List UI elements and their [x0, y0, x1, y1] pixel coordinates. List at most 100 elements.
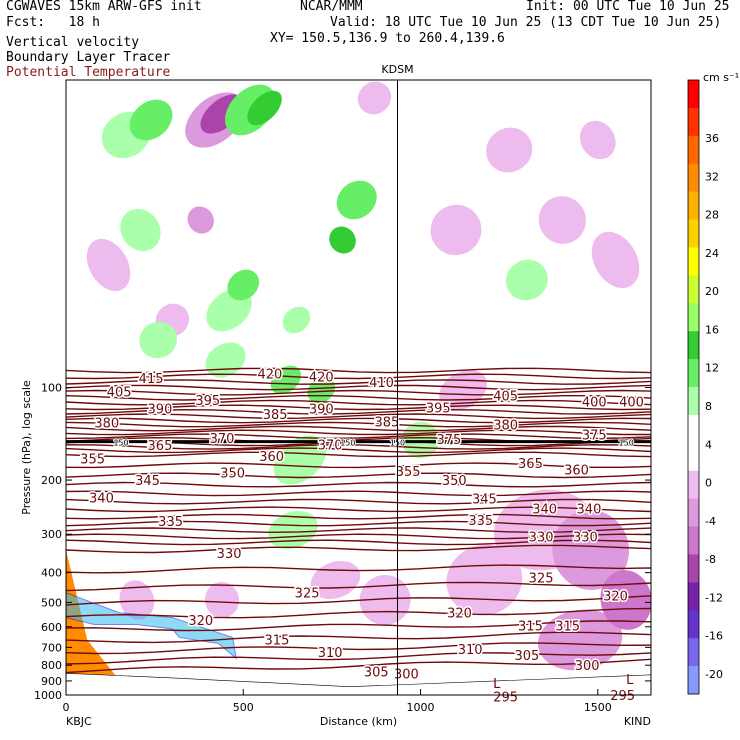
vertical-velocity-blob: [139, 321, 178, 359]
y-tick-label: 600: [41, 621, 62, 634]
model-name: CGWAVES 15km ARW-GFS init: [6, 0, 202, 14]
field-boundary-layer-tracer: Boundary Layer Tracer: [6, 50, 171, 65]
low-marker: L: [493, 677, 501, 692]
theta-contour-line: [66, 481, 651, 488]
colorbar-swatch: [688, 107, 699, 137]
colorbar-label: 36: [705, 132, 719, 145]
theta-contour-line: [66, 564, 651, 574]
y-tick-label: 300: [41, 528, 62, 541]
colorbar-frame: [687, 79, 700, 695]
x-tick-label: 500: [233, 701, 254, 714]
theta-contour-labels: 420 415 420 410 405 395 405 400 400 390 385 390 395 3…: [79, 366, 646, 707]
theta-contour-line: [66, 533, 651, 540]
colorbar-swatch: [688, 163, 699, 193]
vertical-velocity-blob: [270, 365, 301, 395]
theta-contour-label: 405: [493, 389, 518, 404]
colorbar-swatch: [688, 135, 699, 165]
theta-contour-line: [66, 544, 651, 554]
colorbar-swatch: [688, 359, 699, 388]
x-tick-label: 1500: [584, 701, 612, 714]
theta-contour-line: [66, 631, 651, 644]
theta-contour-label: 380: [94, 417, 119, 432]
colorbar-swatch: [688, 219, 699, 248]
theta-contour-line: [66, 607, 651, 619]
theta-contour-label: 375: [582, 428, 607, 443]
theta-contour-label: 295: [493, 690, 518, 705]
model-info: CGWAVES 15km ARW-GFS init Fcst: 18 h: [6, 0, 202, 31]
y-tick-label: 100: [41, 382, 62, 395]
vertical-velocity-blob: [268, 510, 318, 550]
theta-contour-label: 360: [564, 464, 589, 479]
y-tick-label: 1000: [34, 689, 62, 702]
theta-contour-label: 395: [426, 401, 451, 416]
theta-contour-label: 320: [188, 614, 213, 629]
theta-contour-label: 340: [89, 492, 114, 507]
x-axis-label: Distance (km): [320, 715, 397, 728]
init-time: Init: 00 UTC Tue 10 Jun 25: [526, 0, 730, 14]
vertical-velocity-blob: [129, 99, 173, 141]
x-tick-label: 1000: [407, 701, 435, 714]
y-tick-label: 800: [41, 659, 62, 672]
boundary-layer-edge: [66, 592, 237, 660]
colorbar-unit: cm s⁻¹: [703, 71, 739, 84]
theta-contour-label: 370: [210, 432, 235, 447]
theta-contour-line: [66, 367, 651, 374]
theta-contour-line: [66, 520, 651, 527]
theta-contour-line: [66, 408, 651, 415]
vertical-velocity-blob: [580, 120, 616, 160]
field-vertical-velocity: Vertical velocity: [6, 35, 140, 50]
theta-contour-label: 400: [619, 395, 644, 410]
theta-contour-line: [66, 421, 651, 428]
x-endpoint-right: KIND: [624, 715, 651, 728]
theta-contour-line: [66, 379, 651, 385]
colorbar-swatch: [688, 414, 699, 444]
vertical-velocity-blob: [430, 204, 482, 256]
theta-contour-label: 355: [396, 465, 421, 480]
colorbar-label: 12: [705, 362, 719, 375]
colorbar-swatch: [688, 387, 699, 416]
theta-contour-line: [66, 417, 651, 424]
theta-contour-label: 350: [442, 474, 467, 489]
theta-contour-line: [66, 642, 651, 655]
vertical-velocity-blob: [205, 342, 246, 378]
theta-contour-label: 395: [195, 394, 220, 409]
theta-contour-label: 345: [135, 474, 160, 489]
theta-contour-line: [66, 444, 651, 450]
colorbar-swatch: [688, 275, 699, 304]
theta-contour-label: 420: [257, 367, 282, 382]
theta-contour-label: 325: [295, 587, 320, 602]
colorbar-label: 24: [705, 247, 719, 260]
vertical-velocity-blob: [247, 90, 282, 126]
field-potential-temperature: Potential Temperature: [6, 65, 171, 80]
theta-contour-line: [66, 527, 651, 534]
colorbar-swatch: [688, 582, 699, 611]
colorbar-label: 16: [705, 323, 719, 336]
theta-contour-label: 360: [259, 450, 284, 465]
vertical-velocity-blob: [86, 238, 131, 292]
theta-contour-line: [66, 652, 651, 665]
vertical-velocity-blob: [227, 269, 260, 301]
theta-contour-label: 370: [318, 438, 343, 453]
theta-contour-label: 405: [107, 385, 132, 400]
theta-contour-label: 375: [436, 433, 461, 448]
theta-contour-line: [66, 395, 651, 401]
vertical-velocity-blob: [187, 206, 214, 234]
theta-contour-label: 310: [458, 643, 483, 658]
y-tick-label: 500: [41, 596, 62, 609]
vertical-velocity-blob: [204, 582, 240, 618]
theta-contour-line: [66, 581, 651, 592]
vertical-velocity-blob: [505, 259, 548, 301]
theta-contour-label: 330: [217, 547, 242, 562]
theta-contour-label: 300: [575, 659, 600, 674]
theta-contour-label: 365: [148, 439, 173, 454]
theta-contour-line: [66, 620, 651, 632]
vertical-velocity-blob: [336, 180, 377, 220]
station-marker-label: KDSM: [381, 63, 413, 76]
colorbar-swatch: [688, 470, 699, 500]
vertical-velocity-blob: [357, 81, 392, 115]
theta-contour-line: [66, 399, 651, 406]
cross-section-endpoints: XY= 150.5,136.9 to 260.4,139.6: [270, 31, 505, 46]
theta-contour-label: 385: [263, 408, 288, 423]
theta-contour-label: 340: [577, 502, 602, 517]
theta-contour-label: 305: [514, 649, 539, 664]
